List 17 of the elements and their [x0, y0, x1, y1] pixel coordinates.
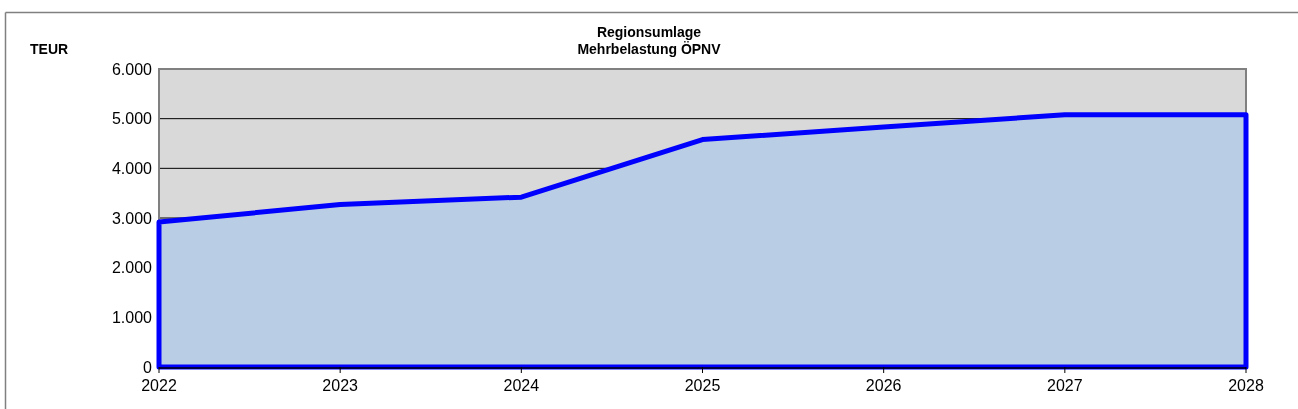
x-tick-label: 2022: [141, 377, 177, 394]
y-tick-label: 6.000: [111, 60, 153, 78]
chart-title: Regionsumlage: [596, 24, 702, 40]
y-tick-label: 3.000: [111, 209, 153, 227]
y-tick-label: 2.000: [111, 259, 153, 277]
x-tick-label: 2028: [1228, 377, 1264, 394]
x-tick-label: 2023: [322, 377, 359, 394]
x-tick-label: 2024: [503, 377, 540, 394]
x-tick-label: 2027: [1047, 377, 1083, 394]
x-tick-label: 2025: [684, 377, 721, 394]
x-tick-label: 2026: [865, 377, 902, 394]
y-tick-label: 5.000: [111, 110, 153, 128]
chart-subtitle: Mehrbelastung ÖPNV: [577, 41, 722, 57]
y-tick-label: 4.000: [111, 159, 153, 177]
y-axis-title: TEUR: [30, 41, 69, 57]
y-tick-label: 0: [143, 358, 153, 376]
y-tick-label: 1.000: [111, 308, 153, 326]
